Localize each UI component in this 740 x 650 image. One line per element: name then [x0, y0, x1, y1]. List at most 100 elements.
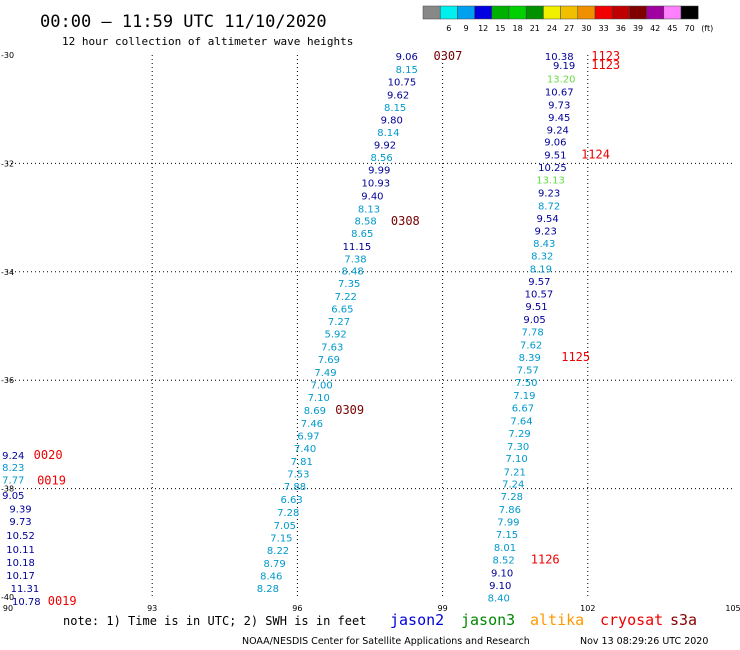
middle-track: 9.068.1510.759.628.159.808.149.928.569.9… — [257, 49, 463, 595]
wave-height-label: 10.17 — [6, 571, 35, 582]
legend-label: 39 — [633, 24, 643, 33]
wave-height-label: 13.13 — [536, 176, 565, 187]
wave-height-label: 10.67 — [545, 87, 574, 98]
wave-height-label: 9.19 — [553, 61, 575, 72]
time-label: 1126 — [531, 553, 560, 567]
legend-label: 42 — [650, 24, 660, 33]
wave-height-label: 7.62 — [520, 340, 542, 351]
legend-swatch — [543, 5, 561, 20]
color-scale-legend: 6 9 12 15 18 21 24 27 30 33 36 39 42 45 70 (ft) — [422, 5, 713, 33]
x-tick-label: 96 — [292, 604, 302, 613]
y-tick-label: -38 — [1, 485, 14, 494]
satellite-legend: jason2 jason3 altika cryosat s3a — [390, 611, 697, 629]
wave-height-label: 8.22 — [267, 546, 289, 557]
wave-height-label: 7.00 — [310, 381, 332, 392]
wave-height-label: 7.21 — [504, 467, 526, 478]
wave-height-label: 10.57 — [525, 289, 554, 300]
wave-height-label: 7.50 — [515, 378, 537, 389]
wave-height-label: 7.19 — [513, 391, 535, 402]
wave-height-label: 9.06 — [544, 138, 566, 149]
timestamp: Nov 13 08:29:26 UTC 2020 — [580, 636, 708, 647]
legend-swatch — [611, 5, 630, 20]
wave-height-label: 9.23 — [535, 227, 557, 238]
wave-height-label: 7.15 — [270, 533, 292, 544]
y-tick-label: -36 — [1, 376, 14, 385]
time-label: 0019 — [48, 594, 77, 608]
wave-height-label: 8.56 — [370, 153, 392, 164]
wave-height-label: 7.86 — [499, 505, 521, 516]
y-tick-label: -34 — [1, 268, 14, 277]
wave-height-label: 7.57 — [517, 365, 539, 376]
wave-height-label: 8.15 — [384, 103, 406, 114]
legend-label: 6 — [446, 24, 451, 33]
wave-height-label: 9.24 — [2, 451, 24, 462]
wave-height-label: 9.05 — [523, 315, 545, 326]
wave-height-label: 7.35 — [338, 279, 360, 290]
wave-height-label: 8.28 — [257, 584, 279, 595]
legend-swatch — [646, 5, 665, 20]
legend-swatch — [577, 5, 596, 20]
wave-height-label: 5.92 — [325, 330, 347, 341]
wave-height-label: 11.15 — [343, 242, 372, 253]
wave-height-label: 6.67 — [512, 403, 534, 414]
legend-swatch — [457, 5, 475, 20]
legend-swatch — [560, 5, 579, 20]
legend-label: 27 — [564, 24, 574, 33]
wave-height-label: 9.57 — [528, 277, 550, 288]
wave-height-label: 7.53 — [287, 469, 309, 480]
wave-height-label: 8.40 — [488, 594, 510, 605]
legend-label: 9 — [463, 24, 468, 33]
legend-swatch — [525, 5, 544, 20]
legend-swatch — [629, 5, 647, 20]
wave-height-label: 9.99 — [368, 165, 390, 176]
wave-height-label: 8.72 — [538, 202, 560, 213]
wave-height-label: 7.46 — [301, 419, 323, 430]
wave-height-label: 10.52 — [6, 531, 35, 542]
wave-height-label: 9.24 — [547, 125, 569, 136]
wave-height-label: 7.22 — [335, 292, 357, 303]
y-tick-label: -40 — [1, 593, 14, 602]
wave-height-label: 9.45 — [548, 113, 570, 124]
wave-height-label: 8.15 — [396, 65, 418, 76]
satellite-jason2: jason2 — [390, 611, 444, 629]
y-tick-label: -32 — [1, 159, 14, 168]
wave-height-label: 7.78 — [521, 327, 543, 338]
wave-height-label: 7.38 — [344, 254, 366, 265]
wave-height-label: 9.39 — [9, 505, 31, 516]
wave-height-label: 7.64 — [510, 416, 532, 427]
wave-height-label: 8.13 — [358, 204, 380, 215]
wave-height-label: 8.65 — [351, 229, 373, 240]
legend-swatch — [680, 5, 699, 20]
wave-height-label: 6.63 — [280, 495, 302, 506]
wave-height-label: 8.39 — [519, 353, 541, 364]
time-label: 0307 — [433, 49, 462, 63]
legend-label: 24 — [547, 24, 557, 33]
legend-unit: (ft) — [701, 24, 713, 33]
wave-height-label: 7.28 — [277, 508, 299, 519]
wave-height-label: 7.88 — [284, 482, 306, 493]
wave-height-label: 9.54 — [536, 214, 558, 225]
wave-height-label: 9.10 — [489, 581, 511, 592]
right-track: 10.389.1913.2010.679.739.459.249.069.511… — [488, 49, 621, 604]
wave-height-label: 10.11 — [6, 545, 35, 556]
wave-height-label: 7.29 — [508, 429, 530, 440]
time-label: 0020 — [34, 448, 63, 462]
credit-line: NOAA/NESDIS Center for Satellite Applica… — [242, 636, 530, 647]
time-label: 0308 — [391, 214, 420, 228]
wave-height-label: 9.23 — [538, 189, 560, 200]
x-tick-label: 93 — [147, 604, 157, 613]
wave-height-label: 7.10 — [308, 393, 330, 404]
time-label: 1123 — [591, 58, 620, 72]
wave-height-label: 8.32 — [531, 252, 553, 263]
x-tick-label: 105 — [725, 604, 740, 613]
legend-label: 21 — [530, 24, 540, 33]
axes: -30 -32 -34 -36 -38 -40 90 93 96 99 102 105 — [1, 51, 740, 613]
wave-height-label: 7.24 — [502, 480, 524, 491]
time-label: 1124 — [581, 148, 610, 162]
wave-height-label: 8.23 — [2, 463, 24, 474]
wave-height-label: 8.58 — [355, 216, 377, 227]
time-label: 0309 — [335, 403, 364, 417]
wave-height-label: 8.01 — [494, 543, 516, 554]
wave-height-label: 9.62 — [387, 91, 409, 102]
